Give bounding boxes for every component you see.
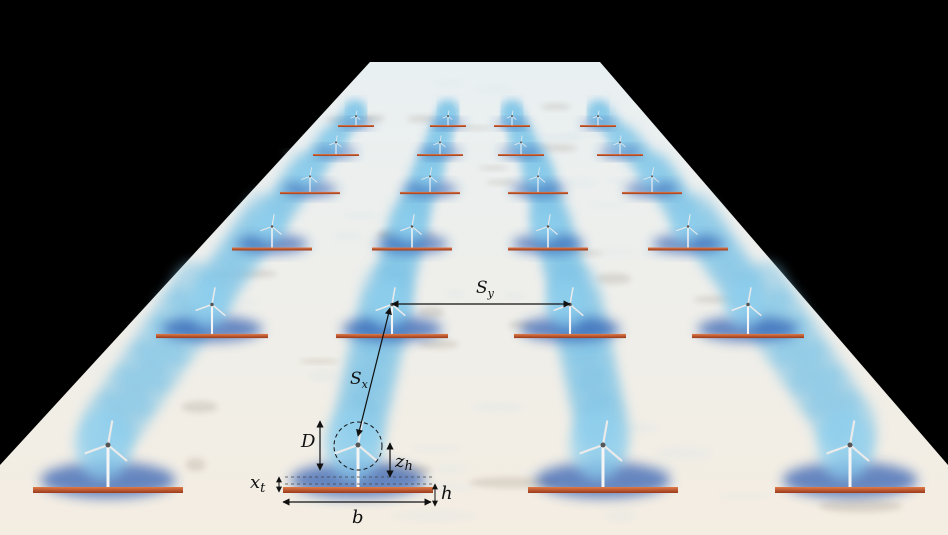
- roughness-block: [580, 125, 616, 127]
- turbine: [676, 214, 698, 248]
- roughness-block: [508, 191, 568, 195]
- roughness-block: [336, 333, 448, 339]
- rotor-diameter-circle: [333, 421, 383, 471]
- roughness-block: [156, 333, 268, 339]
- turbine: [329, 135, 342, 155]
- turbine: [400, 214, 422, 248]
- roughness-block: [514, 333, 626, 339]
- turbine: [643, 167, 660, 192]
- turbine: [195, 287, 226, 334]
- roughness-block: [498, 154, 544, 156]
- turbine: [592, 110, 603, 126]
- roughness-block: [648, 247, 728, 251]
- sx-label: Sx: [350, 369, 369, 391]
- roughness-block: [528, 487, 678, 493]
- turbine: [506, 110, 517, 126]
- turbine: [579, 420, 623, 487]
- turbine: [514, 135, 527, 155]
- turbine: [84, 420, 128, 487]
- annotations: Sy Sx D zh xt h b: [250, 278, 571, 528]
- turbine: [529, 167, 546, 192]
- turbine: [421, 167, 438, 192]
- ground-floor: [0, 62, 948, 535]
- sx-dimension-line: [356, 307, 392, 437]
- roughness-block: [313, 154, 359, 156]
- roughness-block: [372, 247, 452, 251]
- roughness-block: [597, 154, 643, 156]
- turbine: [442, 110, 453, 126]
- roughness-block: [775, 487, 925, 493]
- turbine: [350, 110, 361, 126]
- d-label: D: [300, 431, 316, 452]
- turbine: [433, 135, 446, 155]
- roughness-block: [232, 247, 312, 251]
- turbine: [260, 214, 282, 248]
- roughness-block: [417, 154, 463, 156]
- roughness-block: [283, 487, 433, 493]
- zh-label: zh: [394, 451, 413, 474]
- roughness-block: [622, 191, 682, 195]
- roughness-block: [33, 487, 183, 493]
- roughness-block: [280, 191, 340, 195]
- turbine: [613, 135, 626, 155]
- roughness-blocks: [33, 125, 925, 493]
- sy-label: Sy: [476, 278, 495, 300]
- roughness-block: [494, 125, 530, 127]
- h-label: h: [441, 483, 453, 504]
- roughness-block: [430, 125, 466, 127]
- b-label: b: [352, 507, 364, 528]
- turbine: [301, 167, 318, 192]
- roughness-block: [338, 125, 374, 127]
- turbine: [536, 214, 558, 248]
- turbine: [826, 420, 870, 487]
- roughness-block: [400, 191, 460, 195]
- xt-label: xt: [250, 472, 266, 496]
- roughness-block: [692, 333, 804, 339]
- roughness-block: [508, 247, 588, 251]
- turbine: [731, 287, 762, 334]
